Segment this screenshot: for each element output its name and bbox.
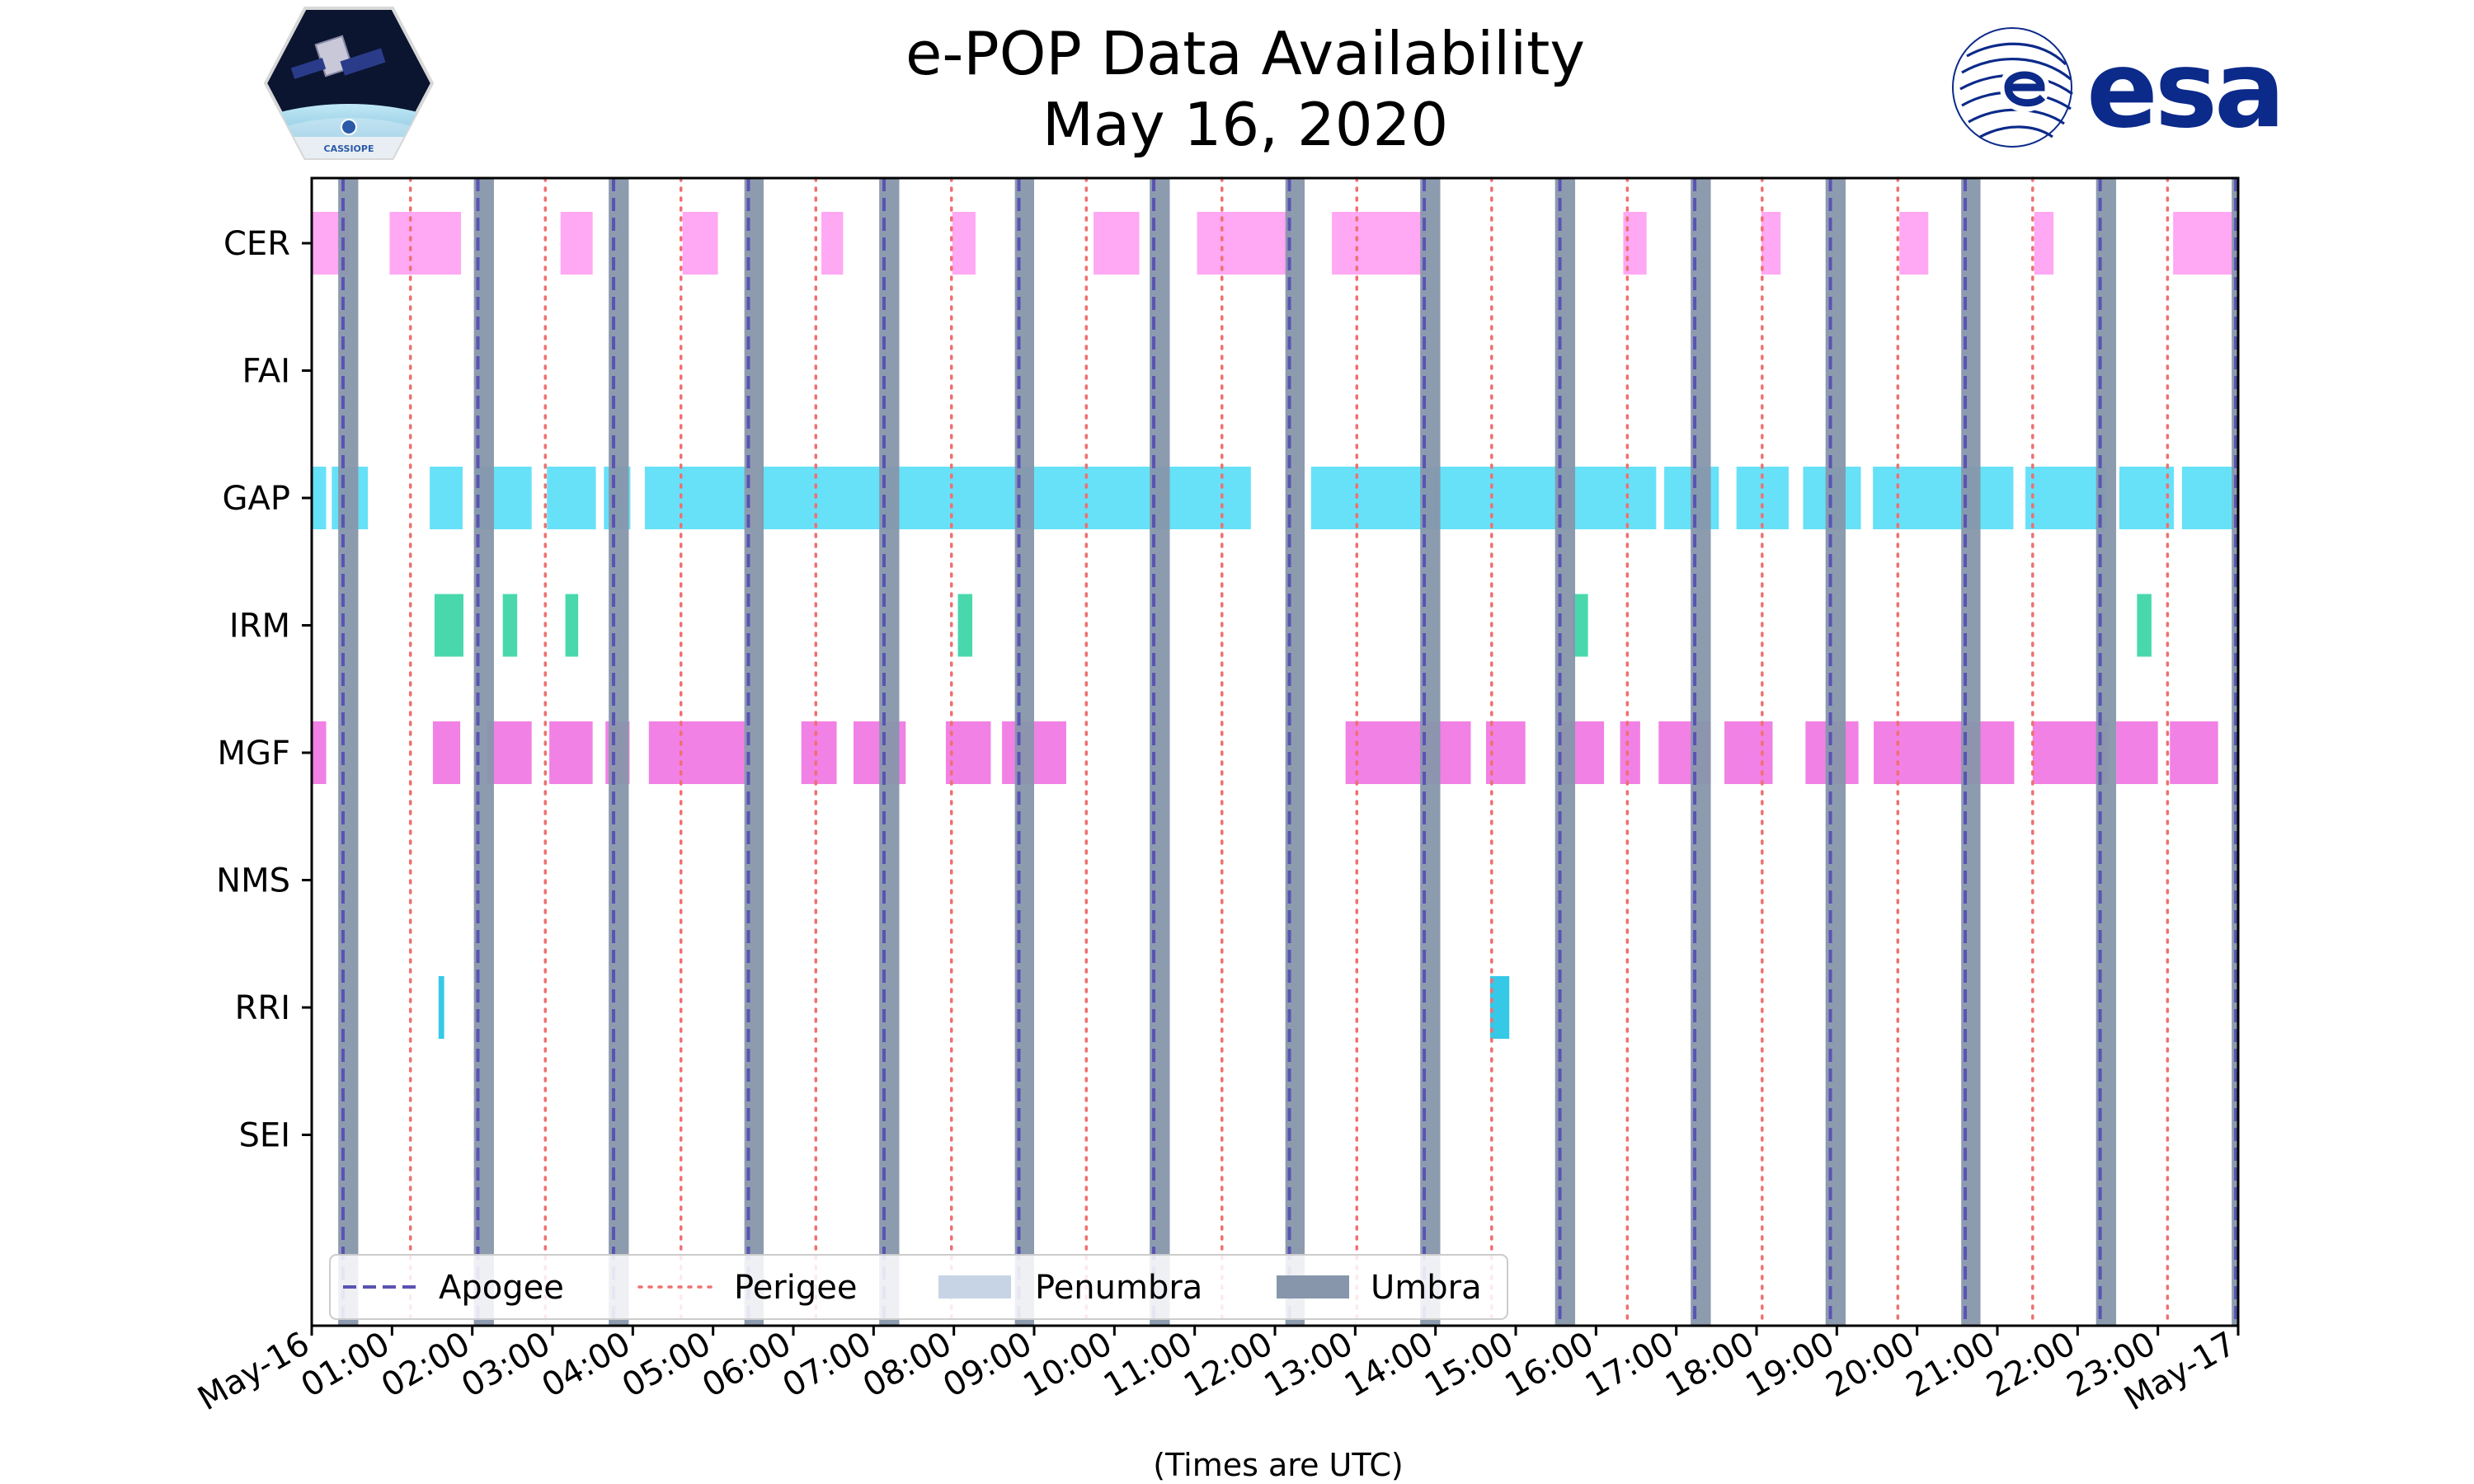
bar-cer	[1623, 212, 1647, 275]
bar-gap	[761, 467, 1251, 529]
esa-swirl-icon	[1952, 27, 2073, 148]
bar-mgf	[648, 721, 745, 784]
x-tick-label: 21:00	[1900, 1325, 2001, 1405]
esa-logo: esa	[1952, 27, 2285, 152]
cassiope-logo: CASSIOPE	[263, 7, 435, 160]
x-tick-label: 05:00	[616, 1325, 717, 1405]
bar-mgf	[1345, 721, 1471, 784]
bar-cer	[560, 212, 593, 275]
bar-irm	[1573, 594, 1588, 657]
bar-gap	[644, 467, 745, 529]
bar-cer	[1197, 212, 1291, 275]
x-tick-label: 19:00	[1739, 1325, 1841, 1405]
bar-cer	[682, 212, 718, 275]
bar-rri	[1489, 976, 1510, 1039]
x-tick-label: 04:00	[535, 1325, 637, 1405]
x-tick-label: 03:00	[455, 1325, 557, 1405]
legend-penumbra-swatch	[938, 1275, 1011, 1298]
bar-cer	[1332, 212, 1426, 275]
bar-irm	[565, 594, 579, 657]
bar-rri	[438, 976, 444, 1039]
satellite-icon	[290, 35, 386, 79]
y-tick-label-rri: RRI	[235, 989, 290, 1027]
bar-gap	[2025, 467, 2106, 529]
x-tick-label: 02:00	[375, 1325, 477, 1405]
bar-gap	[1873, 467, 2014, 529]
bar-mgf	[487, 721, 532, 784]
x-tick-label: 12:00	[1178, 1325, 1279, 1405]
y-tick-label-cer: CER	[223, 225, 290, 263]
bar-irm	[502, 594, 518, 657]
bar-gap	[312, 467, 327, 529]
esa-logo-text: esa	[2086, 29, 2282, 152]
x-tick-label: 14:00	[1338, 1325, 1440, 1405]
x-tick-label: 01:00	[294, 1325, 396, 1405]
y-tick-label-fai: FAI	[242, 353, 291, 391]
bar-cer	[952, 212, 976, 275]
x-tick-label: 18:00	[1659, 1325, 1761, 1405]
bar-gap	[430, 467, 463, 529]
x-tick-label: 07:00	[776, 1325, 877, 1405]
bar-mgf	[312, 721, 327, 784]
bar-mgf	[801, 721, 837, 784]
umbra-band	[1554, 178, 1576, 1326]
umbra-band	[879, 178, 900, 1326]
bar-cer	[389, 212, 462, 275]
y-tick-label-mgf: MGF	[217, 735, 290, 773]
umbra-band	[338, 178, 359, 1326]
legend-umbra-swatch	[1277, 1275, 1349, 1298]
x-tick-label: 20:00	[1820, 1325, 1921, 1405]
x-tick-label: 15:00	[1418, 1325, 1520, 1405]
chart-title: e-POP Data Availability	[905, 19, 1585, 88]
x-tick-label: 09:00	[937, 1325, 1038, 1405]
chart-title-block: e-POP Data Availability May 16, 2020	[0, 18, 2474, 160]
legend-box	[329, 1254, 1508, 1320]
bar-mgf	[1620, 721, 1640, 784]
bar-cer	[1761, 212, 1781, 275]
x-tick-label: 16:00	[1498, 1325, 1600, 1405]
bar-mgf	[549, 721, 593, 784]
y-tick-label-gap: GAP	[223, 480, 290, 518]
bar-irm	[434, 594, 463, 657]
chart-subtitle: May 16, 2020	[1042, 90, 1449, 159]
bar-mgf	[1724, 721, 1773, 784]
bar-mgf	[1874, 721, 2015, 784]
bar-cer	[1899, 212, 1929, 275]
bar-cer	[821, 212, 844, 275]
legend-label-umbra: Umbra	[1371, 1269, 1482, 1307]
y-tick-label-sei: SEI	[239, 1117, 290, 1155]
y-tick-label-irm: IRM	[229, 608, 290, 646]
x-axis-label: (Times are UTC)	[1153, 1447, 1404, 1483]
x-tick-label: 10:00	[1017, 1325, 1118, 1405]
bar-cer	[1094, 212, 1140, 275]
bar-mgf	[432, 721, 461, 784]
bar-cer	[2034, 212, 2054, 275]
legend-label-apogee: Apogee	[439, 1269, 564, 1307]
x-tick-label: 13:00	[1258, 1325, 1359, 1405]
x-tick-label: 08:00	[857, 1325, 958, 1405]
x-tick-label: 22:00	[1980, 1325, 2081, 1405]
bar-gap	[547, 467, 596, 529]
x-tick-label: 11:00	[1098, 1325, 1199, 1405]
bar-irm	[957, 594, 973, 657]
bar-gap	[1310, 467, 1657, 529]
bar-mgf	[2170, 721, 2218, 784]
cassiope-logo-text: CASSIOPE	[324, 143, 374, 154]
bar-mgf	[2116, 721, 2158, 784]
x-tick-label: 17:00	[1579, 1325, 1681, 1405]
bar-irm	[2137, 594, 2152, 657]
legend-label-penumbra: Penumbra	[1035, 1269, 1202, 1307]
legend-label-perigee: Perigee	[734, 1269, 857, 1307]
bar-gap	[2181, 467, 2235, 529]
x-tick-label: 06:00	[696, 1325, 797, 1405]
y-tick-label-nms: NMS	[216, 862, 290, 900]
umbra-band	[1825, 178, 1846, 1326]
bar-mgf	[945, 721, 991, 784]
bar-cer	[2173, 212, 2238, 275]
bar-gap	[2119, 467, 2175, 529]
umbra-band	[609, 178, 629, 1326]
